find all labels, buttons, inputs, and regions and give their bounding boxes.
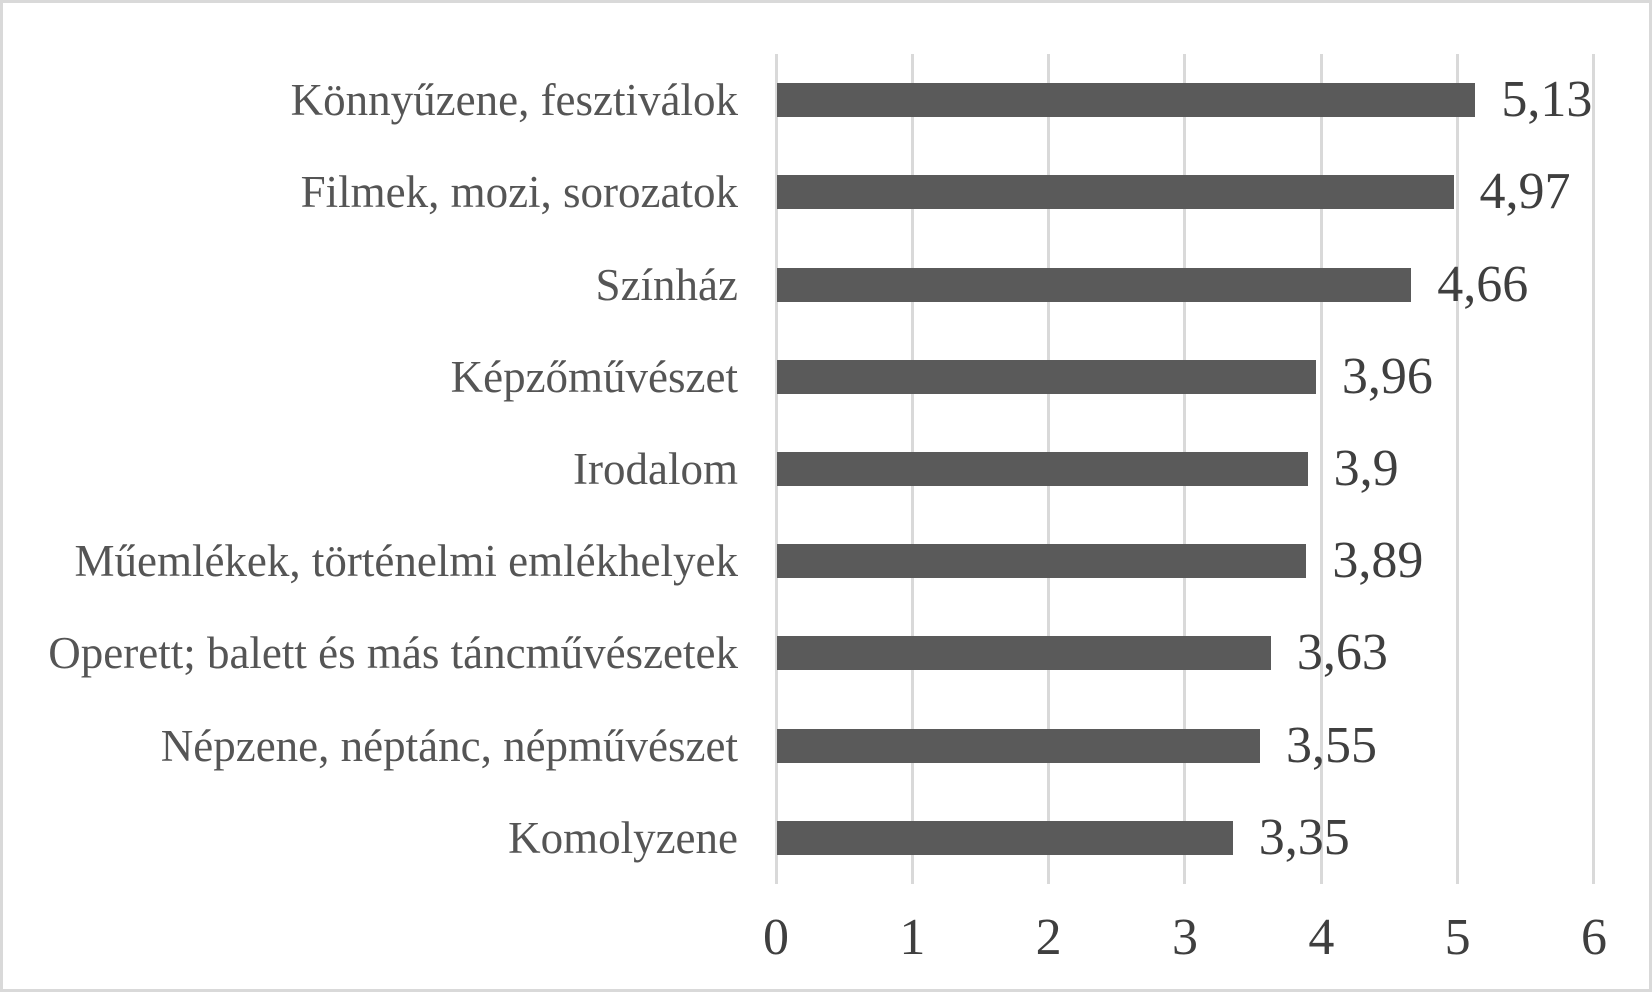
x-tick-label: 2 bbox=[1035, 909, 1062, 966]
bar bbox=[777, 728, 1260, 763]
category-label: Népzene, néptánc, népművészet bbox=[160, 720, 738, 771]
value-label: 4,97 bbox=[1479, 163, 1571, 221]
category-label: Képzőművészet bbox=[450, 351, 738, 402]
bar bbox=[777, 452, 1308, 486]
x-tick-label: 3 bbox=[1171, 909, 1198, 966]
x-tick-label: 5 bbox=[1444, 909, 1471, 966]
category-label: Színház bbox=[595, 259, 738, 310]
x-tick-label: 6 bbox=[1580, 909, 1607, 966]
gridline bbox=[1456, 54, 1460, 884]
value-label: 3,55 bbox=[1285, 716, 1377, 774]
gridline bbox=[1319, 54, 1323, 884]
category-label: Könnyűzene, fesztiválok bbox=[290, 75, 738, 126]
value-label: 4,66 bbox=[1437, 255, 1529, 313]
bar bbox=[777, 267, 1412, 302]
bar bbox=[777, 359, 1316, 394]
x-tick-label: 1 bbox=[899, 909, 926, 966]
value-label: 3,89 bbox=[1332, 532, 1424, 590]
value-label: 3,96 bbox=[1341, 347, 1433, 405]
category-label: Irodalom bbox=[573, 444, 738, 494]
bar bbox=[777, 83, 1476, 118]
value-label: 3,35 bbox=[1258, 808, 1350, 866]
bar bbox=[777, 636, 1271, 671]
x-tick-label: 0 bbox=[763, 909, 789, 966]
value-label: 3,9 bbox=[1333, 440, 1399, 497]
value-label: 3,63 bbox=[1296, 624, 1388, 682]
x-tick-label: 4 bbox=[1308, 909, 1335, 966]
category-label: Operett; balett és más táncművészetek bbox=[48, 628, 738, 679]
horizontal-bar-chart: 0 1 2 3 4 5 6 Könnyűzene, fesztiválok 5,13 Filmek… bbox=[3, 3, 1652, 992]
category-label: Komolyzene bbox=[508, 812, 738, 863]
gridline bbox=[774, 54, 778, 884]
value-label: 5,13 bbox=[1501, 71, 1593, 129]
bar bbox=[777, 544, 1307, 579]
bar bbox=[777, 175, 1454, 210]
bar bbox=[777, 820, 1233, 855]
category-label: Filmek, mozi, sorozatok bbox=[300, 167, 738, 218]
gridline bbox=[1592, 54, 1596, 884]
category-label: Műemlékek, történelmi emlékhelyek bbox=[74, 536, 738, 587]
